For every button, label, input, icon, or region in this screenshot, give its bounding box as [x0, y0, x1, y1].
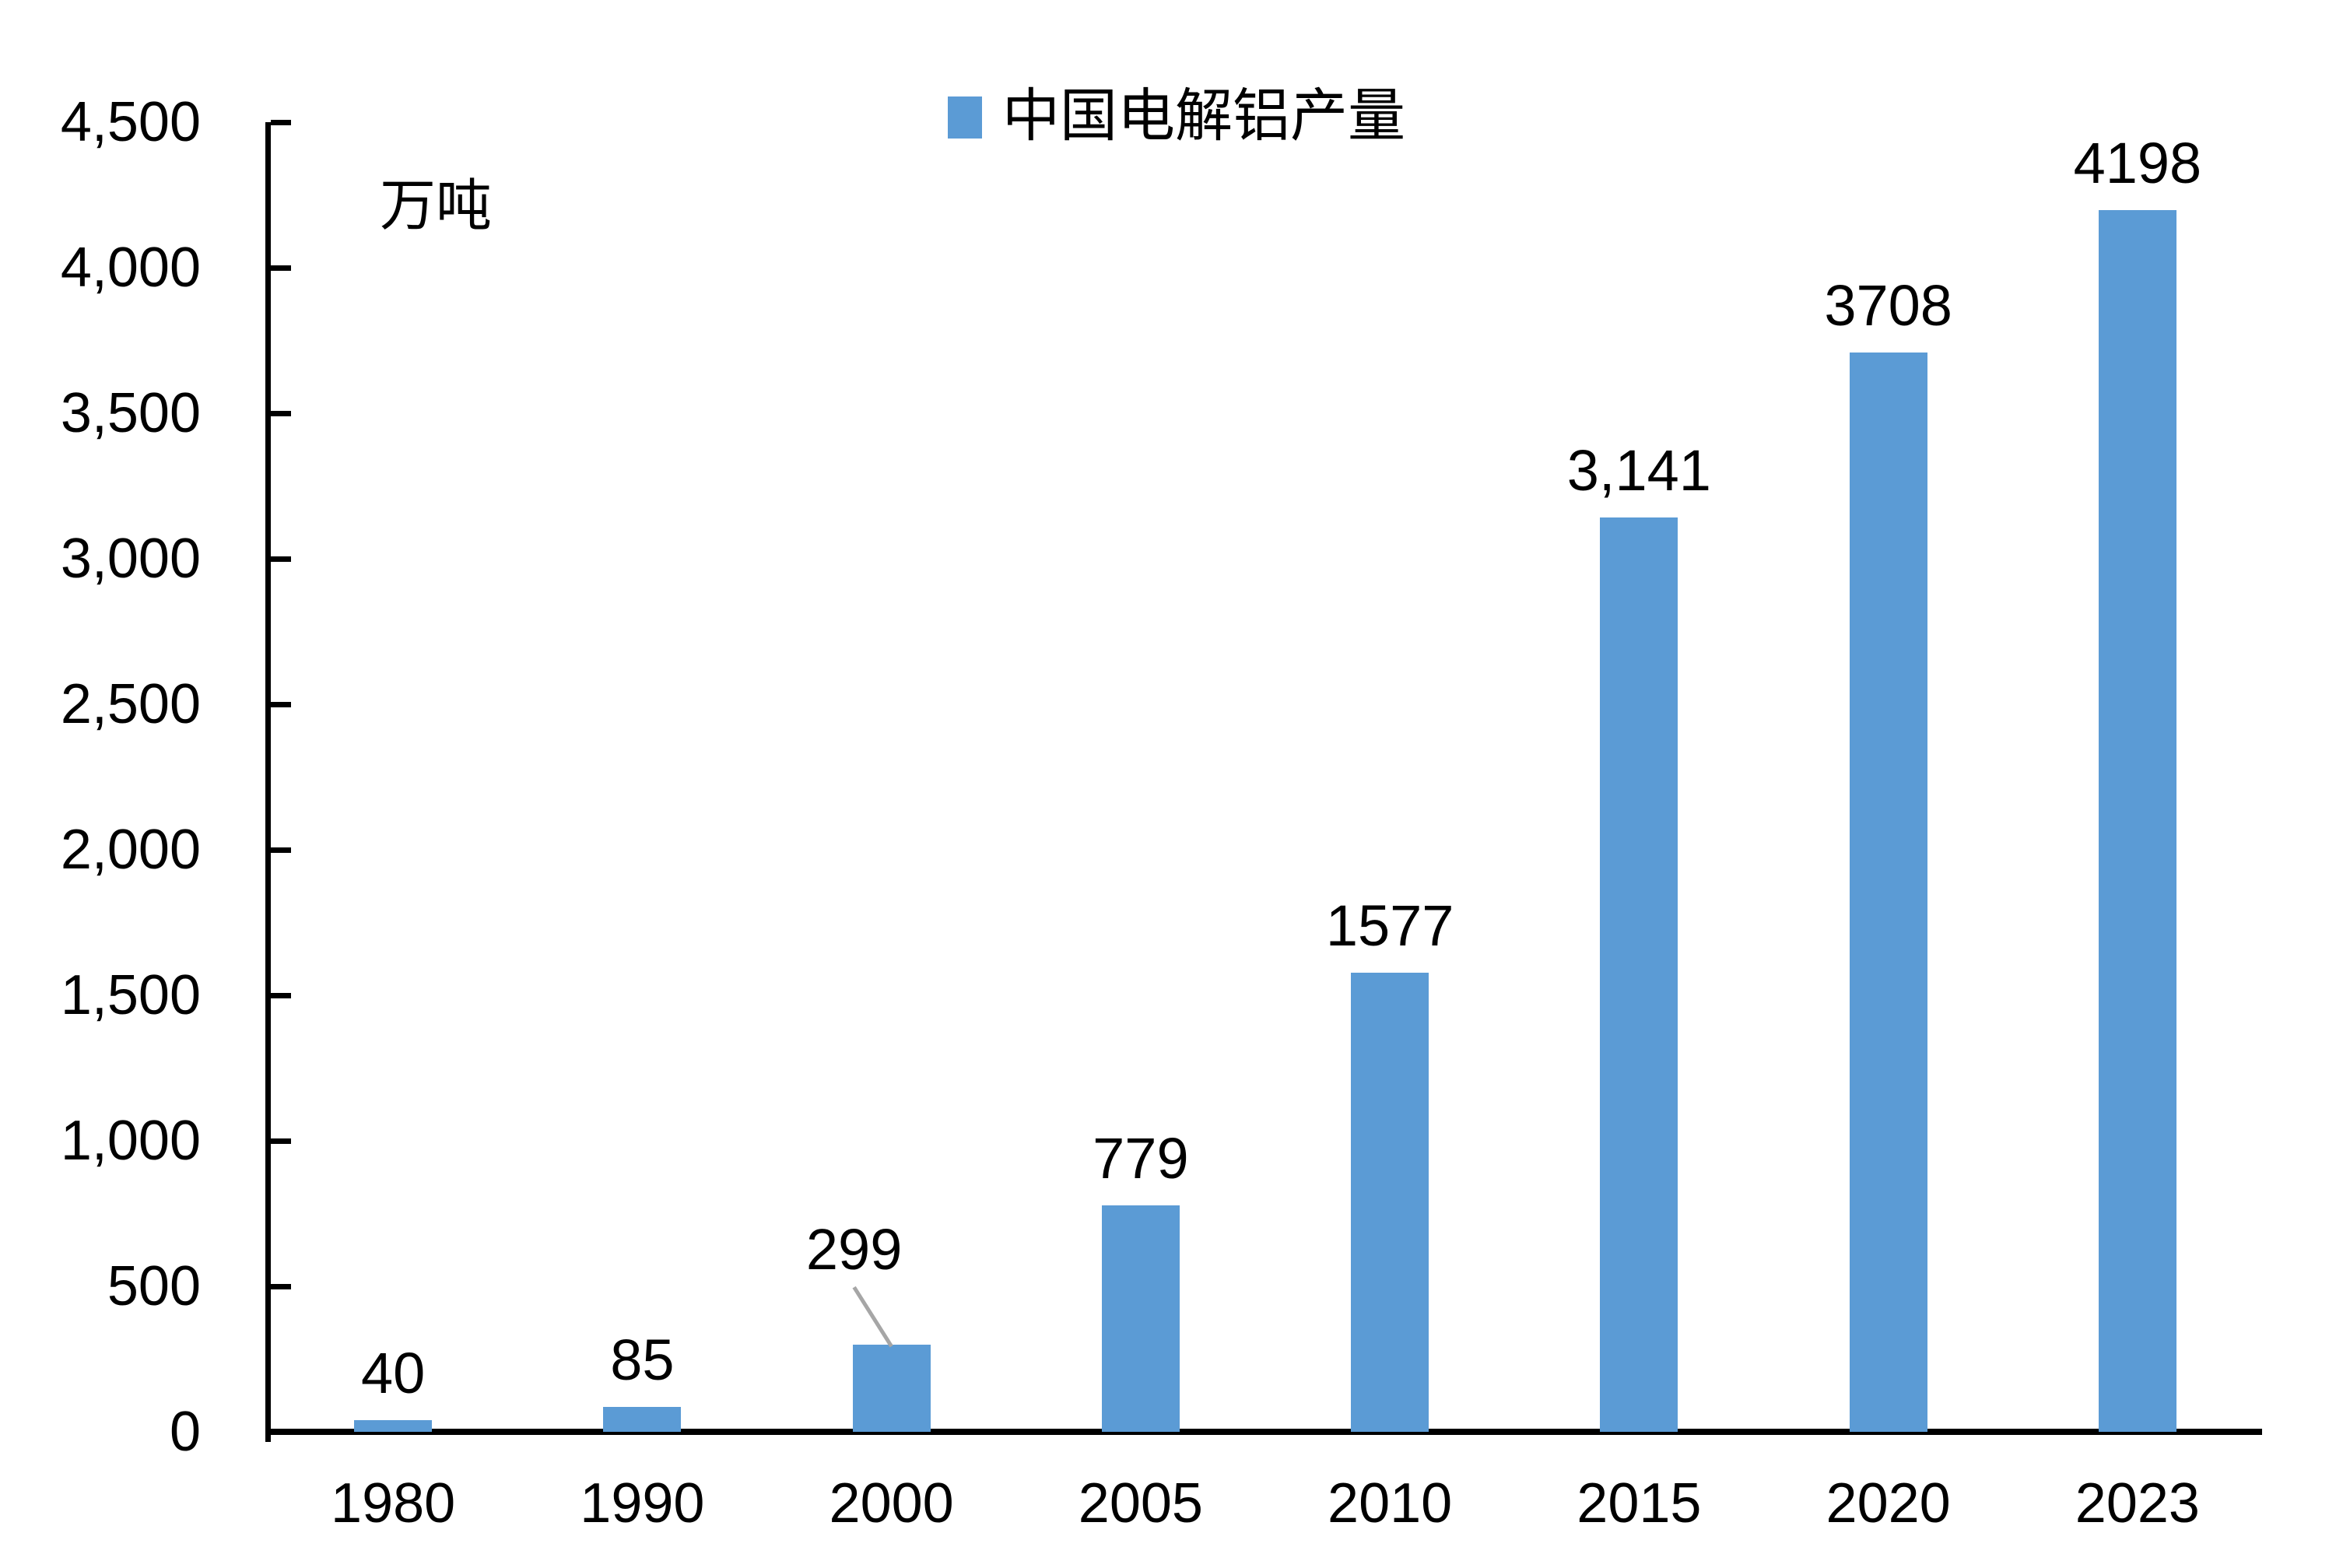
x-category-label: 1980 [331, 1472, 456, 1535]
x-category-label: 2010 [1328, 1472, 1453, 1535]
x-axis-line [265, 1429, 2262, 1435]
bar-value-label: 4198 [2073, 130, 2202, 195]
y-axis-tick-label: 0 [169, 1401, 201, 1463]
bar-value-label: 779 [1093, 1125, 1189, 1191]
bar [354, 1420, 433, 1432]
y-axis-tick-label: 3,000 [60, 528, 201, 590]
bar [852, 1345, 931, 1432]
y-axis-tick-label: 2,500 [60, 673, 201, 735]
y-axis-tick-label: 3,500 [60, 382, 201, 444]
bar [1849, 353, 1927, 1432]
y-axis-tick [271, 556, 291, 562]
bar-value-label: 299 [805, 1217, 903, 1282]
bar-value-label: 1577 [1325, 893, 1454, 959]
bar-value-label: 3,141 [1566, 438, 1711, 503]
y-axis-tick-label: 1,500 [60, 964, 201, 1026]
y-axis-tick-label: 500 [107, 1255, 201, 1317]
x-category-label: 2015 [1577, 1472, 1702, 1535]
bar-value-label: 3708 [1824, 273, 1952, 339]
y-axis-tick [271, 120, 291, 125]
bar [2098, 209, 2176, 1432]
x-category-label: 2000 [829, 1472, 954, 1535]
bar [1600, 517, 1678, 1432]
legend: 中国电解铝产量 [948, 85, 1405, 149]
y-axis-tick-label: 4,000 [60, 237, 201, 299]
bar-value-label: 40 [360, 1341, 426, 1406]
legend-marker [948, 96, 982, 139]
y-axis-tick [271, 993, 291, 998]
x-category-label: 2005 [1078, 1472, 1203, 1535]
bar-value-label: 85 [610, 1328, 675, 1393]
y-axis-tick [271, 1138, 291, 1144]
bar [603, 1407, 682, 1432]
y-axis-tick-label: 1,000 [60, 1110, 201, 1172]
legend-label: 中国电解铝产量 [1002, 85, 1405, 149]
bar [1101, 1205, 1180, 1432]
y-axis-tick [271, 847, 291, 853]
bar [1351, 973, 1429, 1432]
y-axis-unit-label: 万吨 [380, 175, 493, 237]
y-axis-tick-label: 4,500 [60, 91, 201, 153]
y-axis-tick [271, 411, 291, 416]
x-category-label: 2020 [1826, 1472, 1951, 1535]
y-axis-line [265, 122, 271, 1442]
y-axis-tick-label: 2,000 [60, 819, 201, 881]
x-category-label: 2023 [2075, 1472, 2200, 1535]
y-axis-tick [271, 1284, 291, 1289]
y-axis-tick [271, 702, 291, 707]
x-category-label: 1990 [580, 1472, 705, 1535]
y-axis-tick [271, 265, 291, 271]
